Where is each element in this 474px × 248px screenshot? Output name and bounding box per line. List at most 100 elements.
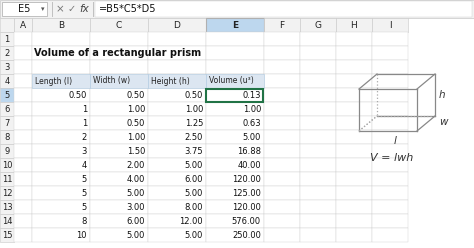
Bar bbox=[148, 74, 206, 88]
Text: 6.00: 6.00 bbox=[184, 175, 203, 184]
Bar bbox=[0, 130, 14, 144]
Bar bbox=[90, 200, 148, 214]
Text: H: H bbox=[351, 21, 357, 30]
Bar bbox=[14, 144, 32, 158]
Bar bbox=[90, 186, 148, 200]
Bar bbox=[14, 200, 32, 214]
Text: 16.88: 16.88 bbox=[237, 147, 261, 155]
Bar bbox=[336, 172, 372, 186]
Bar bbox=[90, 74, 148, 88]
Text: 15: 15 bbox=[2, 230, 12, 240]
Bar bbox=[372, 116, 408, 130]
Text: 10: 10 bbox=[76, 230, 87, 240]
Text: 1: 1 bbox=[82, 119, 87, 127]
Bar bbox=[300, 60, 336, 74]
Bar bbox=[336, 74, 372, 88]
Bar bbox=[300, 18, 336, 32]
Bar bbox=[14, 102, 32, 116]
Text: 1.00: 1.00 bbox=[185, 104, 203, 114]
Text: 5: 5 bbox=[82, 175, 87, 184]
Text: 5.00: 5.00 bbox=[127, 188, 145, 197]
Bar bbox=[148, 74, 206, 88]
Bar bbox=[14, 18, 32, 32]
Bar bbox=[206, 228, 264, 242]
Bar bbox=[372, 32, 408, 46]
Bar bbox=[0, 116, 14, 130]
Text: =B5*C5*D5: =B5*C5*D5 bbox=[99, 4, 156, 14]
Bar bbox=[90, 144, 148, 158]
Bar bbox=[264, 172, 300, 186]
Text: 8: 8 bbox=[82, 217, 87, 225]
Bar bbox=[90, 130, 148, 144]
Text: 1: 1 bbox=[82, 104, 87, 114]
Bar bbox=[264, 102, 300, 116]
Text: 0.13: 0.13 bbox=[243, 91, 261, 99]
Bar bbox=[372, 88, 408, 102]
Bar bbox=[300, 172, 336, 186]
Text: 5.00: 5.00 bbox=[243, 132, 261, 142]
Bar bbox=[32, 60, 90, 74]
Bar bbox=[0, 158, 14, 172]
Bar bbox=[32, 158, 90, 172]
Bar bbox=[32, 186, 90, 200]
Bar bbox=[206, 88, 264, 102]
Bar bbox=[0, 144, 14, 158]
Bar bbox=[14, 172, 32, 186]
Bar bbox=[90, 74, 148, 88]
Text: E5: E5 bbox=[18, 4, 30, 14]
Text: 3.75: 3.75 bbox=[184, 147, 203, 155]
Bar bbox=[336, 214, 372, 228]
Text: 0.63: 0.63 bbox=[242, 119, 261, 127]
Bar bbox=[264, 186, 300, 200]
Text: 120.00: 120.00 bbox=[232, 175, 261, 184]
Bar bbox=[336, 130, 372, 144]
Bar bbox=[336, 186, 372, 200]
Bar bbox=[32, 130, 90, 144]
Text: 6.00: 6.00 bbox=[127, 217, 145, 225]
Bar bbox=[206, 186, 264, 200]
Bar bbox=[14, 158, 32, 172]
Bar bbox=[32, 88, 90, 102]
Text: 7: 7 bbox=[4, 119, 9, 127]
Bar bbox=[0, 18, 14, 32]
Bar bbox=[148, 60, 206, 74]
Bar bbox=[264, 74, 300, 88]
Bar bbox=[206, 74, 264, 88]
Bar bbox=[148, 214, 206, 228]
Bar bbox=[264, 116, 300, 130]
Bar bbox=[14, 130, 32, 144]
Text: 5.00: 5.00 bbox=[185, 160, 203, 169]
Text: fx: fx bbox=[79, 4, 89, 14]
Bar bbox=[148, 116, 206, 130]
Text: 1.00: 1.00 bbox=[243, 104, 261, 114]
Bar bbox=[90, 172, 148, 186]
Bar bbox=[32, 102, 90, 116]
Bar bbox=[300, 130, 336, 144]
Text: 40.00: 40.00 bbox=[237, 160, 261, 169]
Bar bbox=[32, 228, 90, 242]
Bar bbox=[336, 88, 372, 102]
Text: 250.00: 250.00 bbox=[232, 230, 261, 240]
Bar bbox=[207, 89, 264, 101]
Bar bbox=[206, 144, 264, 158]
Bar bbox=[148, 144, 206, 158]
Bar bbox=[372, 200, 408, 214]
Text: 8.00: 8.00 bbox=[184, 203, 203, 212]
Text: 2.00: 2.00 bbox=[127, 160, 145, 169]
Bar bbox=[264, 214, 300, 228]
Bar bbox=[0, 186, 14, 200]
Bar bbox=[372, 186, 408, 200]
Bar bbox=[372, 214, 408, 228]
Bar bbox=[300, 144, 336, 158]
Text: 5: 5 bbox=[82, 203, 87, 212]
Text: 11: 11 bbox=[2, 175, 12, 184]
Bar bbox=[206, 130, 264, 144]
Text: 5.00: 5.00 bbox=[185, 188, 203, 197]
Bar bbox=[95, 1, 472, 17]
Bar bbox=[336, 158, 372, 172]
Bar bbox=[372, 228, 408, 242]
Bar bbox=[90, 60, 148, 74]
Text: 5.00: 5.00 bbox=[127, 230, 145, 240]
Bar bbox=[300, 214, 336, 228]
Text: D: D bbox=[173, 21, 181, 30]
